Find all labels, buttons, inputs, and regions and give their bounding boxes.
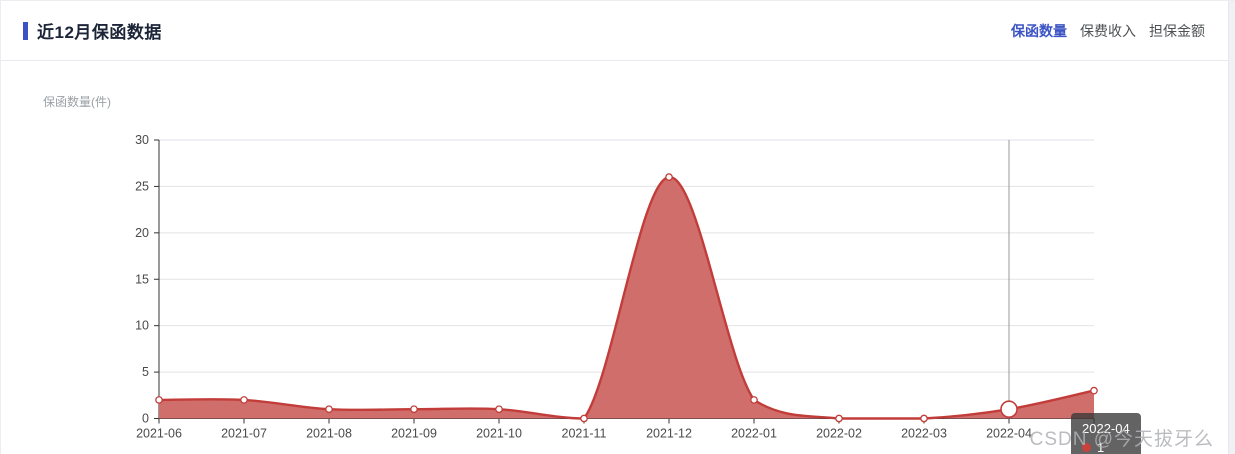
title-block: 近12月保函数据 [23, 18, 162, 43]
x-tick-label: 2021-09 [391, 427, 437, 441]
x-tick-label: 2022-01 [731, 427, 777, 441]
x-tick-label: 2021-07 [221, 427, 267, 441]
data-point [495, 405, 503, 414]
x-tick-label: 2022-02 [816, 427, 862, 441]
x-tick-label: 2021-06 [136, 427, 182, 441]
data-point [1090, 386, 1098, 395]
y-axis-title: 保函数量(件) [43, 95, 111, 109]
y-tick-label: 5 [142, 365, 149, 379]
x-tick-label: 2022-03 [901, 427, 947, 441]
title-accent-bar [23, 21, 28, 40]
series-area [159, 177, 1094, 419]
data-point [325, 405, 333, 414]
y-tick-label: 15 [135, 272, 149, 286]
page-background-strip [1228, 1, 1235, 454]
x-tick-label: 2022-04 [986, 427, 1032, 441]
metric-tabs: 保函数量 保费收入 担保金额 [1011, 21, 1205, 41]
x-tick-label: 2021-11 [562, 427, 607, 441]
data-point [580, 414, 588, 423]
hovered-data-point [1000, 400, 1018, 419]
x-tick-label: 2021-12 [646, 427, 692, 441]
y-tick-label: 20 [135, 226, 149, 240]
y-tick-label: 25 [135, 179, 149, 193]
y-tick-label: 0 [142, 412, 149, 426]
data-point [410, 405, 418, 414]
data-point [240, 396, 248, 404]
y-tick-label: 10 [135, 319, 149, 333]
x-tick-label: 2021-08 [306, 427, 352, 441]
tab-guarantee-count[interactable]: 保函数量 [1011, 22, 1067, 39]
data-point [920, 414, 928, 423]
data-point [750, 396, 758, 404]
x-tick-label: 2021-10 [476, 427, 522, 441]
data-point [835, 414, 843, 423]
tab-guarantee-amount[interactable]: 担保金额 [1149, 22, 1205, 39]
card-header: 近12月保函数据 保函数量 保费收入 担保金额 [1, 1, 1229, 61]
page-title: 近12月保函数据 [37, 23, 162, 42]
y-tick-label: 30 [135, 133, 149, 147]
data-point [155, 396, 163, 404]
data-point [665, 173, 673, 181]
tab-premium-income[interactable]: 保费收入 [1080, 22, 1136, 39]
